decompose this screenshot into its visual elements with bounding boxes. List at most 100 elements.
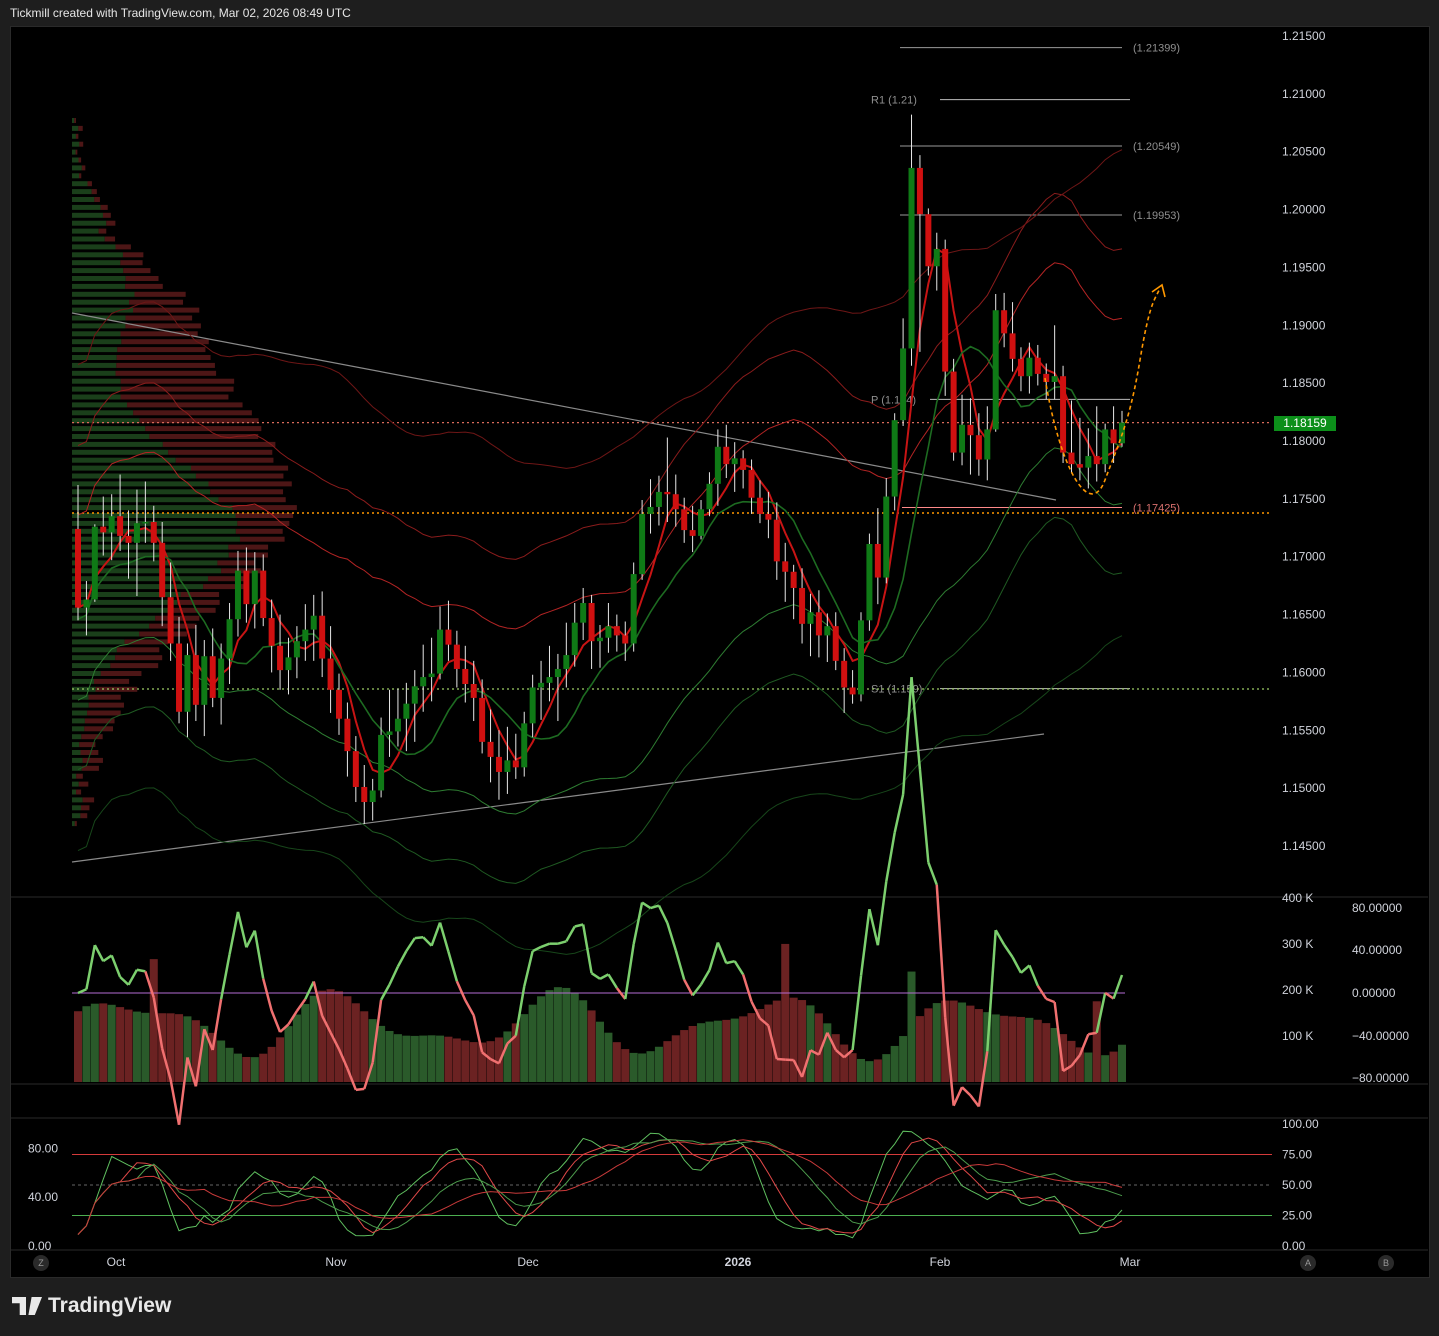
tradingview-logo-icon [12,1297,42,1315]
volume-profile-bar-up [72,197,94,202]
volume-bar-up [529,1005,537,1082]
candle-bullish [698,509,704,536]
ascending-trendline [72,734,1044,862]
volume-profile-bar-up [72,624,149,629]
candle-bearish [723,447,729,464]
volume-bar-down [663,1041,671,1082]
oscillator-line-segment [651,906,659,909]
candle-bullish [218,659,224,698]
candle-bearish [328,659,334,690]
volume-profile-bar-up [72,158,78,163]
a-button[interactable]: A [1300,1255,1316,1271]
candle-bullish [959,425,965,453]
oscillator-line-segment [634,903,642,945]
volume-bar-down [461,1040,469,1082]
oscillator-line-segment [853,976,861,1050]
candle-bullish [605,626,611,638]
volume-profile-bar-up [72,229,99,234]
candle-bullish [201,656,207,705]
volume-profile-bar-up [72,387,121,392]
candle-bearish [740,458,746,470]
candle-bearish [951,372,957,453]
volume-bar-down [966,1006,974,1082]
volume-profile-bar-up [72,726,84,731]
volume-profile-bar-down [127,402,242,407]
volume-profile-bar-down [177,600,219,605]
candle-bearish [850,687,856,694]
volume-profile-bar-up [72,142,79,147]
candle-bullish [858,620,864,694]
oscillator-line-segment [1080,1034,1088,1055]
volume-profile-bar-up [72,632,139,637]
time-axis-label: Dec [517,1255,538,1269]
volume-bar-up [503,1031,511,1082]
volume-bar-down [259,1054,267,1082]
volume-profile-bar-down [121,395,229,400]
volume-bar-up [545,990,553,1082]
volume-profile-bar-down [103,213,111,218]
volume-bar-up [630,1053,638,1082]
volume-bar-up [705,1022,713,1082]
volume-axis-label: 400 K [1282,891,1313,905]
price-axis-label: 1.20000 [1282,203,1326,217]
oscillator-line-segment [137,970,145,972]
candle-bullish [580,603,586,623]
candle-bearish [681,509,687,530]
volume-bar-down [1093,1001,1101,1082]
volume-bar-up [234,1054,242,1082]
volume-bar-up [394,1034,402,1082]
volume-profile-bar-down [125,284,163,289]
volume-profile-bar-up [72,244,115,249]
candle-bearish [513,760,519,767]
volume-profile-bar-up [72,308,133,313]
oscillator-line-segment [928,862,936,884]
volume-profile-bar-down [210,489,283,494]
candle-bearish [210,656,216,698]
oscillator-axis-label: −40.00000 [1352,1029,1409,1043]
stoch-axis-label-right: 0.00 [1282,1239,1306,1253]
volume-profile-bar-up [72,300,129,305]
volume-bar-up [992,1014,1000,1082]
oscillator-line-segment [701,970,709,984]
volume-profile-bar-down [133,410,252,415]
volume-profile-bar-down [78,158,81,163]
pivot-level-label: R1 (1.21) [871,95,917,107]
candle-bearish [336,690,342,719]
candle-bullish [302,630,308,642]
volume-profile-bar-down [121,387,234,392]
volume-profile-bar-up [72,821,75,826]
oscillator-line-segment [709,942,717,970]
volume-profile-bar-down [117,647,159,652]
volume-profile-bar-up [72,505,233,510]
oscillator-line-segment [676,950,684,979]
volume-profile-bar-up [72,165,82,170]
candle-bearish [344,719,350,751]
oscillator-line-segment [415,937,423,938]
candle-bearish [749,470,755,498]
price-axis-label: 1.15000 [1282,781,1326,795]
tradingview-logo[interactable]: TradingView [12,1294,171,1318]
volume-bar-down [924,1008,932,1082]
volume-profile-bar-down [126,316,193,321]
volume-profile-bar-down [134,292,185,297]
b-button[interactable]: B [1378,1255,1394,1271]
z-button[interactable]: Z [33,1255,49,1271]
volume-profile-bar-up [72,426,145,431]
oscillator-line-segment [541,944,549,947]
volume-bar-down [1000,1016,1008,1082]
candle-bearish [1018,359,1024,376]
oscillator-line-segment [592,973,600,979]
candle-bullish [1026,358,1032,377]
candle-bearish [967,425,973,435]
candle-bearish [471,684,477,698]
volume-profile-bar-up [72,134,76,139]
volume-profile-bar-up [72,379,121,384]
volume-profile-bar-up [72,292,134,297]
candle-bearish [799,588,805,624]
oscillator-line-segment [954,1087,962,1105]
stochastic-line [78,1138,1122,1235]
volume-bar-down [352,1003,360,1082]
candle-bullish [252,571,258,605]
volume-profile-bar-down [84,726,113,731]
